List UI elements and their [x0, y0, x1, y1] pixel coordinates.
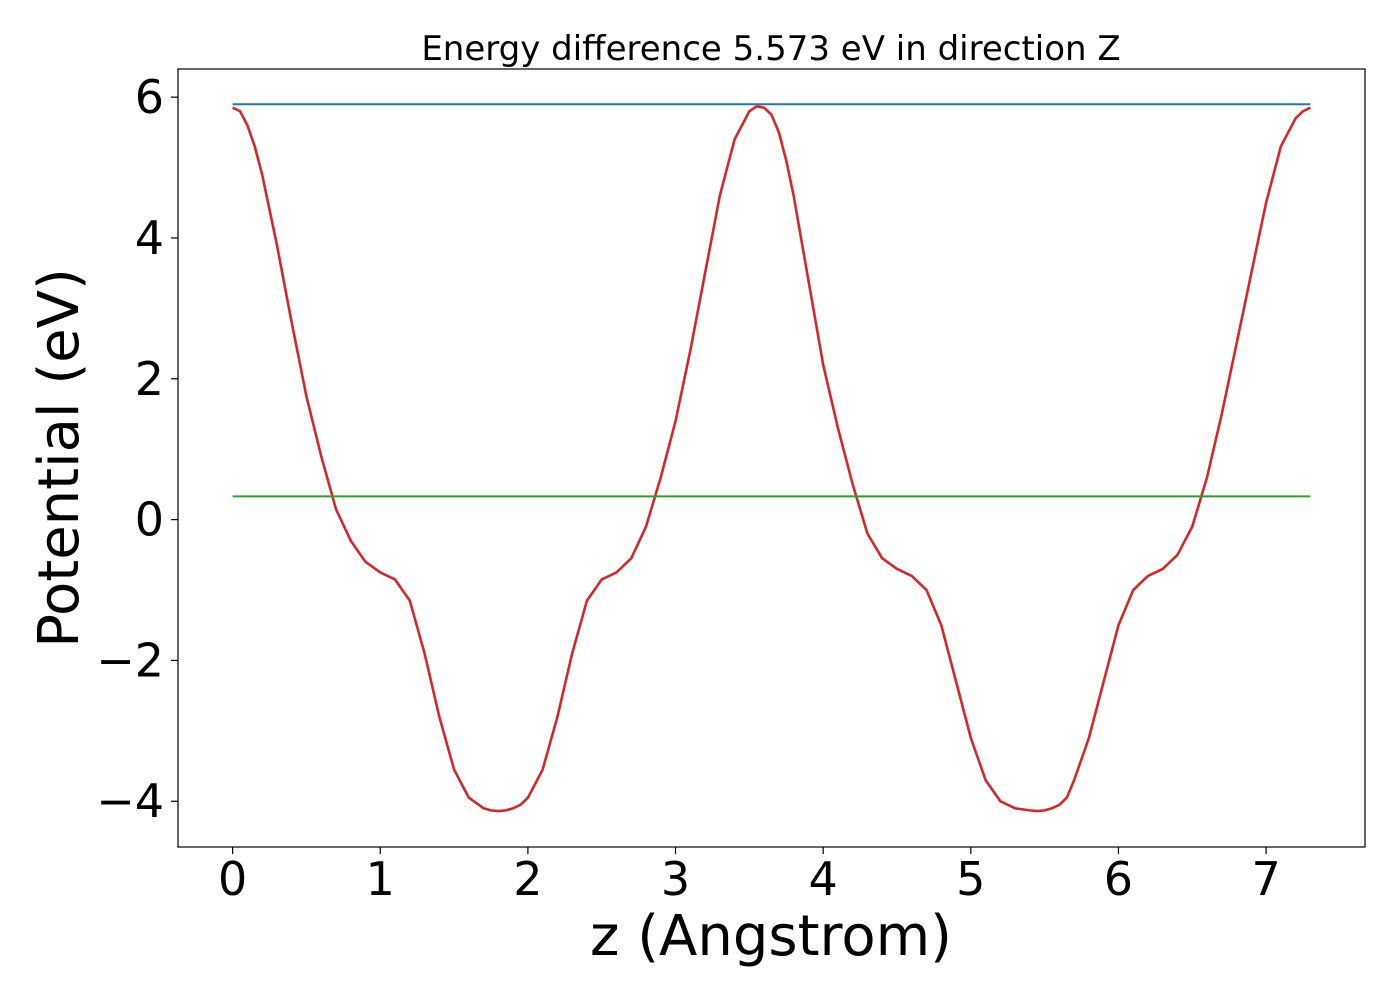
x-axis-title: z (Angstrom): [590, 904, 952, 969]
x-tick-label: 1: [366, 852, 395, 906]
x-axis-ticks: 0 1 2 3 4 5 6 7: [218, 847, 1281, 906]
x-tick-label: 5: [956, 852, 985, 906]
y-tick-label: 4: [135, 211, 164, 265]
x-tick-label: 6: [1104, 852, 1133, 906]
y-tick-label: 2: [135, 352, 164, 406]
series-layer: [232, 103, 1311, 813]
y-axis-ticks: −4 −2 0 2 4 6: [96, 70, 178, 828]
chart-title: Energy difference 5.573 eV in direction …: [421, 29, 1120, 69]
y-tick-label: 6: [135, 70, 164, 124]
x-tick-label: 3: [661, 852, 690, 906]
y-tick-label: −2: [96, 633, 164, 687]
y-tick-label: −4: [96, 774, 164, 828]
x-tick-label: 0: [218, 852, 247, 906]
x-tick-label: 2: [513, 852, 542, 906]
x-tick-label: 7: [1251, 852, 1280, 906]
plot-area-frame: [177, 68, 1366, 848]
y-axis-title: Potential (eV): [27, 268, 92, 648]
x-tick-label: 4: [809, 852, 838, 906]
y-tick-label: 0: [135, 493, 164, 547]
series-line-0: [232, 105, 1311, 813]
